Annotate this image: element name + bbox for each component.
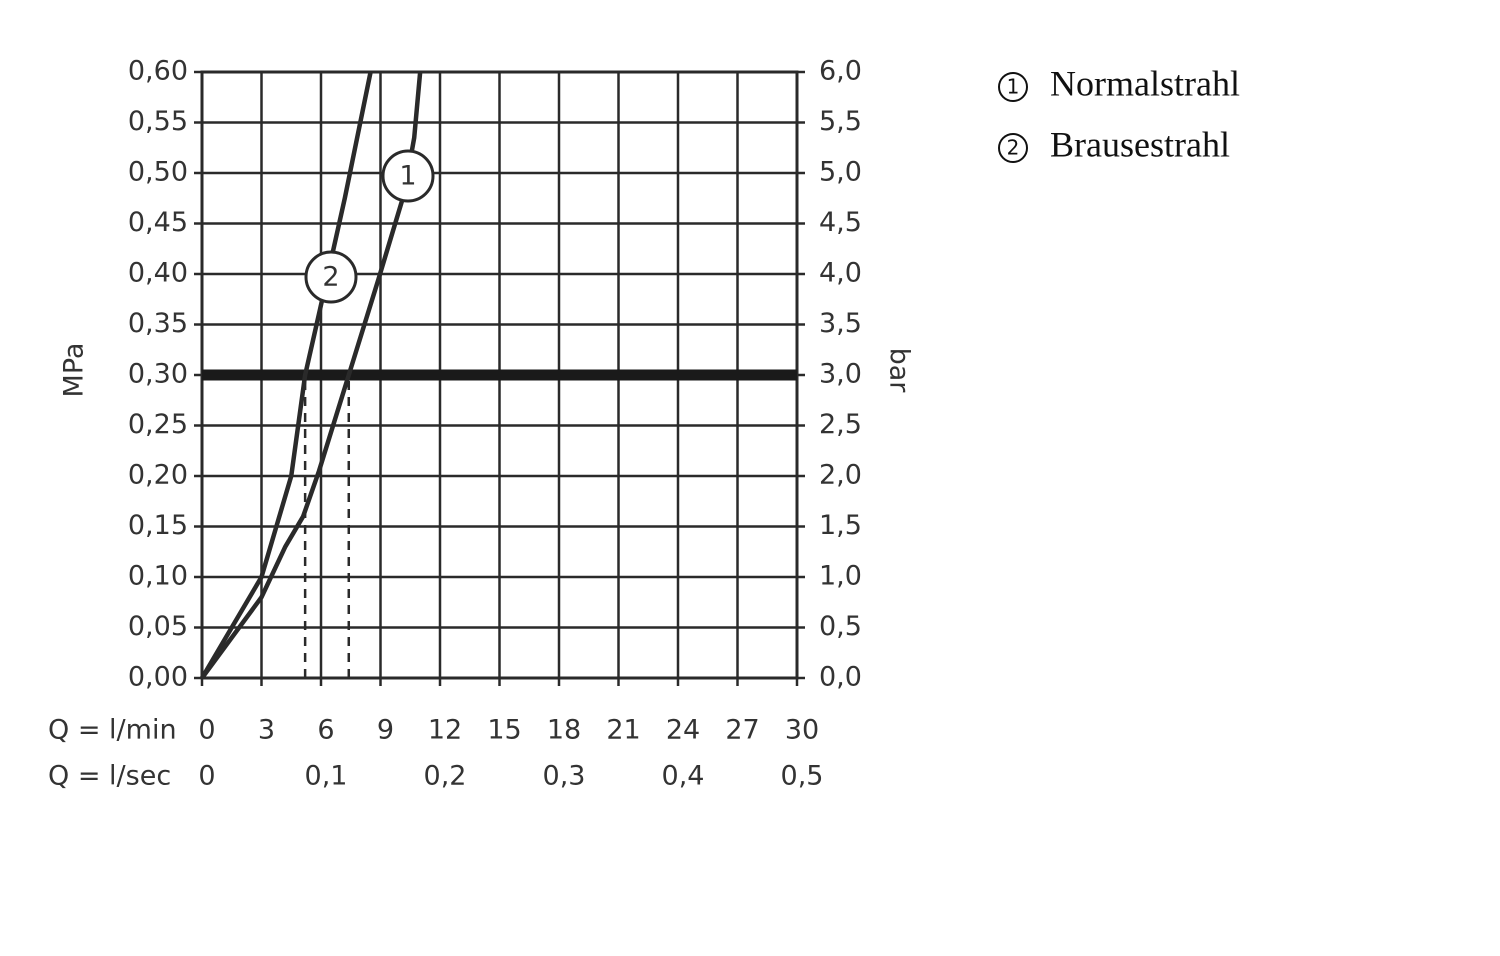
y-tick-label: 0,30 bbox=[128, 359, 188, 390]
y-tick-label: 0,10 bbox=[128, 561, 188, 592]
x-tick-label: 15 bbox=[487, 715, 521, 746]
y2-tick-label: 3,5 bbox=[819, 308, 862, 339]
x-tick-label: 30 bbox=[785, 715, 819, 746]
series-marker-label: 2 bbox=[322, 262, 339, 293]
y2-tick-label: 5,0 bbox=[819, 157, 862, 188]
y-tick-label: 0,55 bbox=[128, 106, 188, 137]
y2-tick-label: 2,0 bbox=[819, 460, 862, 491]
x-tick-label: 0 bbox=[198, 715, 215, 746]
x2-tick-label: 0,4 bbox=[662, 761, 705, 792]
legend: 1 Normalstrahl 2 Brausestrahl bbox=[998, 63, 1240, 164]
x2-tick-label: 0 bbox=[198, 761, 215, 792]
y-tick-label: 0,50 bbox=[128, 157, 188, 188]
y2-tick-label: 4,5 bbox=[819, 207, 862, 238]
y2-tick-label: 1,0 bbox=[819, 561, 862, 592]
x-tick-label: 12 bbox=[428, 715, 462, 746]
y2-tick-label: 6,0 bbox=[819, 56, 862, 87]
x-tick-label: 6 bbox=[317, 715, 334, 746]
y-tick-label: 0,35 bbox=[128, 308, 188, 339]
y2-tick-label: 5,5 bbox=[819, 106, 862, 137]
y2-axis-label: bar bbox=[884, 348, 915, 394]
x-tick-label: 3 bbox=[258, 715, 275, 746]
y-tick-label: 0,45 bbox=[128, 207, 188, 238]
y-tick-label: 0,60 bbox=[128, 56, 188, 87]
x-tick-label: 18 bbox=[547, 715, 581, 746]
legend-symbol-label: 1 bbox=[1007, 75, 1020, 99]
x2-tick-label: 0,3 bbox=[543, 761, 586, 792]
legend-symbol bbox=[998, 72, 1028, 102]
y-tick-label: 0,20 bbox=[128, 460, 188, 491]
y-tick-label: 0,00 bbox=[128, 662, 188, 693]
y2-tick-label: 0,5 bbox=[819, 611, 862, 642]
x-tick-label: 24 bbox=[666, 715, 700, 746]
series-marker-label: 1 bbox=[399, 161, 416, 192]
legend-symbol-label: 2 bbox=[1007, 136, 1020, 160]
x-axis-label: Q = l/min bbox=[48, 715, 177, 746]
y-tick-label: 0,40 bbox=[128, 258, 188, 289]
series-marker-circle bbox=[381, 149, 435, 203]
legend-label: Brausestrahl bbox=[1050, 124, 1230, 164]
y2-tick-label: 1,5 bbox=[819, 510, 862, 541]
x-tick-label: 21 bbox=[606, 715, 640, 746]
x2-tick-label: 0,1 bbox=[305, 761, 348, 792]
y2-tick-label: 2,5 bbox=[819, 409, 862, 440]
y2-tick-label: 3,0 bbox=[819, 359, 862, 390]
y-tick-label: 0,15 bbox=[128, 510, 188, 541]
x2-tick-label: 0,2 bbox=[424, 761, 467, 792]
series-line bbox=[200, 71, 373, 680]
series-marker-circle bbox=[304, 250, 358, 304]
legend-symbol bbox=[998, 133, 1028, 163]
y-tick-label: 0,25 bbox=[128, 409, 188, 440]
y2-tick-label: 0,0 bbox=[819, 662, 862, 693]
y-tick-label: 0,05 bbox=[128, 611, 188, 642]
x2-tick-label: 0,5 bbox=[781, 761, 824, 792]
y-axis-label: MPa bbox=[59, 343, 90, 398]
x-tick-label: 9 bbox=[377, 715, 394, 746]
y2-tick-label: 4,0 bbox=[819, 258, 862, 289]
x-tick-label: 27 bbox=[725, 715, 759, 746]
x2-axis-label: Q = l/sec bbox=[48, 761, 171, 792]
legend-label: Normalstrahl bbox=[1050, 63, 1240, 103]
